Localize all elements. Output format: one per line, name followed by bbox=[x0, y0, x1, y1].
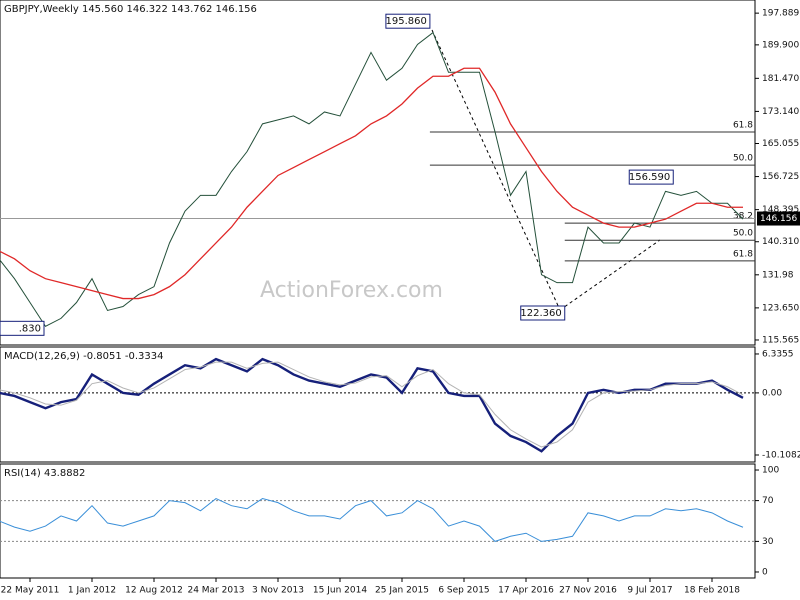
fib-label: 50.0 bbox=[733, 154, 753, 164]
annotation-label: .830 bbox=[19, 323, 41, 334]
x-tick-label: 25 Jan 2015 bbox=[375, 586, 429, 596]
y-tick-label: 165.055 bbox=[762, 139, 799, 149]
series-line bbox=[0, 31, 744, 327]
annotation-box bbox=[385, 13, 431, 29]
macd-panel bbox=[0, 346, 756, 463]
annotation-label: 156.590 bbox=[629, 172, 670, 183]
y-tick-label: 123.650 bbox=[762, 303, 799, 313]
y-tick-label: 189.900 bbox=[762, 40, 799, 50]
fib-label: 50.0 bbox=[733, 229, 753, 239]
annotation-box bbox=[0, 320, 45, 336]
y-tick-label: 140.310 bbox=[762, 237, 799, 247]
chart-title: GBPJPY,Weekly 145.560 146.322 143.762 14… bbox=[4, 4, 257, 15]
y-tick-label: -10.1082 bbox=[762, 450, 800, 460]
y-tick-label: 156.725 bbox=[762, 172, 799, 182]
y-tick-label: 0.00 bbox=[762, 388, 782, 398]
y-tick-label: 0 bbox=[762, 567, 768, 577]
y-tick-label: 197.889 bbox=[762, 9, 799, 19]
fib-label: 38.2 bbox=[733, 212, 753, 222]
macd-title: MACD(12,26,9) -0.8051 -0.3334 bbox=[4, 351, 164, 362]
y-tick-label: 100 bbox=[762, 466, 779, 476]
fib-label: 61.8 bbox=[733, 121, 753, 131]
annotation-box bbox=[520, 305, 566, 321]
annotation-box bbox=[628, 169, 674, 185]
x-tick-label: 27 Nov 2016 bbox=[559, 586, 617, 596]
fib-label: 61.8 bbox=[733, 249, 753, 259]
series-line bbox=[0, 497, 744, 542]
y-tick-label: 70 bbox=[762, 496, 774, 506]
x-tick-label: 24 Mar 2013 bbox=[187, 586, 244, 596]
rsi-title: RSI(14) 43.8882 bbox=[4, 468, 85, 479]
y-tick-label: 148.395 bbox=[762, 205, 799, 215]
price-panel bbox=[0, 0, 756, 346]
y-tick-label: 173.140 bbox=[762, 107, 799, 117]
x-tick-label: 3 Nov 2013 bbox=[252, 586, 304, 596]
trendline bbox=[559, 239, 661, 311]
x-tick-label: 12 Aug 2012 bbox=[125, 586, 183, 596]
rsi-panel bbox=[0, 463, 756, 579]
x-tick-label: 6 Sep 2015 bbox=[438, 586, 489, 596]
y-tick-label: 131.98 bbox=[762, 270, 794, 280]
last-price-label: 146.156 bbox=[760, 214, 797, 224]
series-line bbox=[0, 357, 744, 453]
x-tick-label: 1 Jan 2012 bbox=[68, 586, 116, 596]
y-tick-label: 30 bbox=[762, 537, 774, 547]
x-tick-label: 9 Jul 2017 bbox=[627, 586, 672, 596]
watermark: ActionForex.com bbox=[260, 278, 443, 303]
x-tick-label: 22 May 2011 bbox=[1, 586, 60, 596]
last-price-box bbox=[757, 211, 800, 226]
x-tick-label: 18 Feb 2018 bbox=[684, 586, 740, 596]
y-tick-label: 181.470 bbox=[762, 74, 799, 84]
x-tick-label: 15 Jun 2014 bbox=[313, 586, 367, 596]
y-tick-label: 6.3355 bbox=[762, 349, 794, 359]
y-tick-label: 115.565 bbox=[762, 335, 799, 345]
annotation-label: 195.860 bbox=[386, 16, 427, 27]
annotation-label: 122.360 bbox=[520, 308, 561, 319]
x-tick-label: 17 Apr 2016 bbox=[498, 586, 554, 596]
series-line bbox=[0, 67, 743, 300]
series-line bbox=[0, 361, 744, 448]
